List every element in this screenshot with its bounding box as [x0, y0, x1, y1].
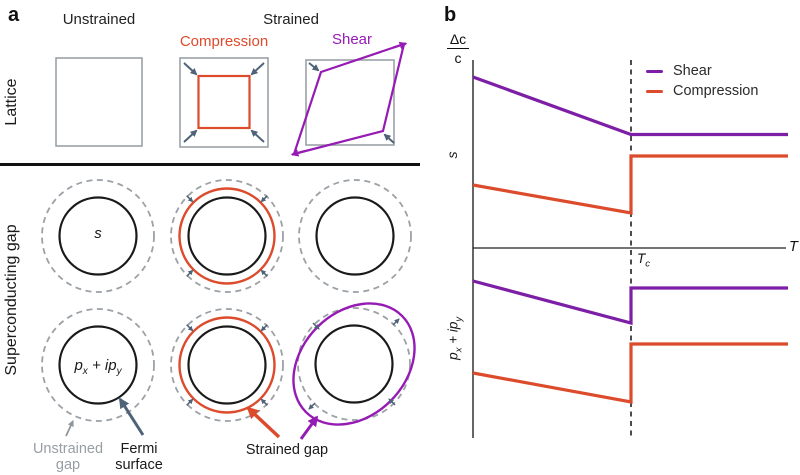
gap-s-compression-arrows	[186, 195, 268, 277]
b-subpanel-label-s: s	[444, 151, 460, 159]
shear-push-arrow-se	[383, 133, 395, 144]
shear-push-arrow-nw	[308, 62, 320, 72]
column-header-strained: Strained	[263, 11, 319, 28]
panel-a-label: a	[8, 4, 20, 26]
b-subpanel-label-pxipy: px + ipy	[446, 288, 465, 388]
annotation-fermi-line2: surface	[115, 457, 163, 473]
unstrained-gap-pointer-arrow	[65, 420, 74, 437]
b-pxipy-sub-y: y	[453, 316, 465, 322]
lattice-shear-group	[290, 41, 408, 157]
b-pxipy-mid: + i	[445, 329, 461, 348]
tc-subscript: c	[645, 258, 650, 270]
b-pxipy-sub-x: x	[453, 347, 465, 353]
legend-label-compression: Compression	[673, 83, 759, 99]
strained-gap-pointer-arrow-red	[246, 406, 281, 439]
shear-stretch-arrow-ne	[392, 41, 408, 50]
gap-p-unstrained	[41, 308, 155, 422]
b-pxipy-p1: p	[445, 352, 461, 360]
pxipy-sub-x: x	[82, 366, 88, 377]
panel-b-label: b	[444, 4, 457, 26]
shear-stretch-arrow-sw	[290, 149, 306, 157]
b-p-shear-line	[472, 279, 788, 326]
annotation-unstrained-line2: gap	[55, 457, 81, 473]
b-s-shear-line	[472, 75, 788, 137]
gap-type-label-s: s	[94, 225, 102, 242]
gap-type-label-pxipy: px + ipy	[58, 357, 138, 377]
annotation-unstrained-gap: Unstrained gap	[18, 441, 118, 473]
gap-p-shear-arrows	[308, 318, 400, 410]
annotation-unstrained-line1: Unstrained	[32, 441, 104, 457]
pxipy-p1: p	[74, 357, 83, 374]
legend-swatch-shear	[646, 69, 663, 73]
gap-s-unstrained	[41, 179, 155, 293]
gap-p-shear-ellipse	[292, 302, 416, 426]
b-x-axis-label-T: T	[789, 239, 798, 255]
lattice-shear-parallelogram	[292, 42, 406, 156]
legend-swatch-compression	[646, 89, 663, 93]
fermi-surface-pointer-arrow	[118, 397, 145, 436]
b-pxipy-p2: p	[445, 321, 461, 330]
lattice-compression-inner-square	[197, 74, 251, 130]
lattice-compression-outer-square	[179, 57, 269, 148]
legend-row-compression: Compression	[646, 83, 758, 99]
b-s-compression-line	[472, 154, 788, 215]
lattice-compression-group	[179, 57, 269, 148]
pxipy-mid: + i	[87, 357, 109, 374]
compression-corner-arrows	[183, 62, 265, 143]
strained-gap-pointer-arrow-purple	[299, 415, 319, 440]
tc-letter: T	[637, 251, 646, 266]
pxipy-p2: p	[108, 357, 117, 374]
c-denominator: c	[454, 50, 462, 66]
row-label-lattice: Lattice	[3, 78, 20, 126]
b-tc-label: Tc	[637, 251, 650, 270]
row-label-superconducting-gap: Superconducting gap	[3, 224, 20, 376]
lattice-unstrained-square	[55, 57, 143, 147]
column-header-shear: Shear	[331, 31, 373, 48]
b-y-axis-label-dc-over-c: Δc c	[443, 31, 473, 66]
annotation-fermi-line1: Fermi	[120, 441, 158, 457]
gap-p-compression-arrows	[186, 324, 268, 406]
legend-label-shear: Shear	[673, 63, 712, 79]
gap-p-shear	[292, 302, 416, 426]
dc-numerator: Δc	[446, 31, 470, 49]
gap-s-compression	[170, 179, 284, 293]
annotation-strained-gap: Strained gap	[245, 442, 329, 458]
b-legend: Shear Compression	[646, 63, 758, 99]
column-header-compression: Compression	[179, 33, 269, 50]
pxipy-sub-y: y	[116, 366, 122, 377]
lattice-shear-square	[305, 59, 395, 146]
legend-row-shear: Shear	[646, 63, 758, 79]
gap-s-shear	[298, 179, 412, 293]
gap-p-compression	[170, 308, 284, 422]
annotation-fermi-surface: Fermi surface	[99, 441, 179, 473]
b-p-compression-line	[472, 342, 788, 404]
column-header-unstrained: Unstrained	[62, 11, 136, 28]
